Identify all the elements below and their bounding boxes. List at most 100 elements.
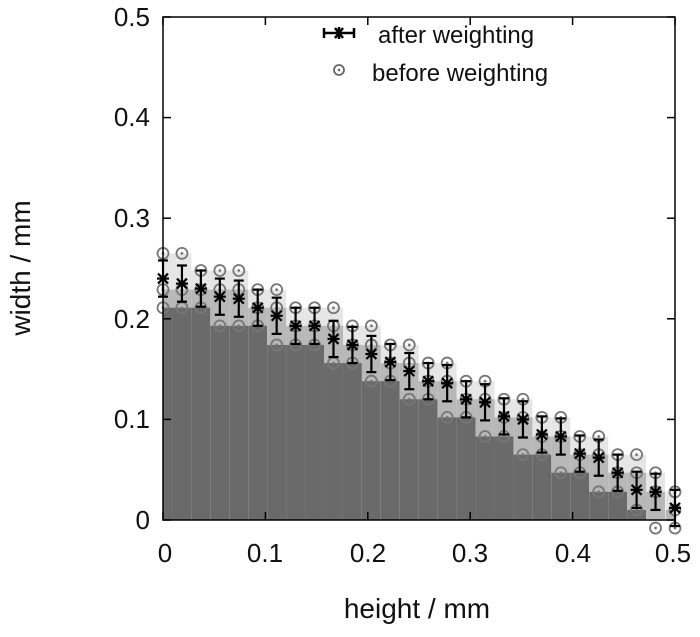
before-weighting-point-center [502, 435, 506, 438]
before-weighting-point [649, 521, 662, 535]
heatmap-cell [589, 491, 609, 520]
axis-ticks [162, 16, 676, 521]
after-weighting-point [365, 334, 378, 374]
before-weighting-point-center [445, 361, 449, 365]
x-tick-label: 0.1 [247, 538, 283, 568]
y-axis-label: width / mm [5, 200, 36, 336]
after-weighting-point [611, 453, 624, 492]
x-tick-label: 0 [158, 538, 172, 568]
y-tick-labels: 0 0.1 0.2 0.3 0.4 0.5 [114, 2, 150, 535]
after-weighting-point [327, 319, 340, 359]
before-weighting-point-center [540, 453, 544, 457]
before-weighting-point [440, 410, 454, 424]
after-weighting-point [251, 288, 264, 327]
y-tick-label: 0.4 [114, 102, 150, 132]
heatmap-cell [229, 325, 249, 520]
before-weighting-point-center [597, 435, 601, 438]
before-weighting-point [232, 264, 246, 277]
before-weighting-point-center [332, 306, 335, 310]
before-weighting-point-center [275, 288, 279, 292]
heatmap-cell [286, 344, 306, 520]
before-weighting-point [270, 338, 284, 352]
after-weighting-point [289, 306, 302, 346]
before-weighting-point [364, 319, 378, 333]
before-weighting-point [270, 283, 284, 297]
heatmap-cell [305, 344, 325, 520]
x-tick-label: 0.2 [350, 538, 386, 568]
before-weighting-point-center [635, 508, 638, 512]
heatmap-cell [380, 381, 400, 520]
y-tick-label: 0.3 [114, 203, 150, 233]
heatmap-cell [210, 325, 230, 520]
before-weighting-point-center [237, 269, 241, 272]
after-weighting-point [213, 277, 226, 316]
heatmap-cell [172, 307, 192, 520]
heatmap-cell [532, 454, 552, 520]
x-tick-label: 0.3 [452, 538, 488, 568]
before-weighting-point-center [218, 324, 222, 328]
y-tick-label: 0.2 [114, 304, 150, 334]
heatmap-cell [248, 325, 268, 520]
heatmap-background [163, 253, 675, 520]
before-weighting-point-center [275, 343, 279, 347]
after-weighting-point [497, 397, 510, 436]
after-weighting-point [554, 417, 567, 456]
after-weighting-point [460, 380, 473, 419]
heatmap-cell [456, 417, 476, 520]
heatmap-cell [163, 307, 173, 520]
before-weighting-point [364, 374, 378, 388]
before-weighting-point-center [237, 324, 241, 328]
legend: after weighting before weighting [322, 22, 548, 87]
before-weighting-point-center [369, 379, 373, 383]
after-weighting-point [175, 264, 188, 303]
before-weighting-point [402, 338, 416, 352]
heatmap-cell [513, 454, 533, 520]
after-weighting-point [270, 296, 283, 335]
legend-after-label: after weighting [378, 22, 534, 49]
before-weighting-point [630, 448, 643, 462]
before-weighting-point-center [218, 269, 222, 272]
plot-frame [162, 16, 676, 521]
heatmap-cell [494, 436, 514, 520]
legend-before-marker [333, 64, 345, 76]
x-axis-label: height / mm [344, 593, 490, 624]
before-weighting-point [554, 466, 568, 480]
y-tick-label: 0.1 [114, 404, 150, 434]
after-weighting-point [441, 363, 454, 403]
heatmap-cell [399, 399, 419, 520]
after-weighting-point [592, 438, 605, 477]
after-weighting-point [422, 361, 435, 401]
x-tick-label: 0.4 [555, 538, 591, 568]
after-weighting-point [516, 400, 529, 439]
heatmap-cell [665, 509, 675, 520]
before-weighting-point-center [654, 526, 657, 530]
before-weighting-point-center [180, 252, 184, 255]
before-weighting-point [327, 301, 340, 315]
heatmap-cell [418, 399, 438, 520]
before-weighting-point-center [483, 435, 487, 438]
before-weighting-point-center [521, 453, 525, 457]
before-weighting-point-center [597, 490, 601, 494]
heatmap-cell [551, 472, 571, 520]
before-weighting-point-center [635, 453, 638, 457]
heatmap-cell [608, 491, 628, 520]
heatmap-cell [475, 436, 495, 520]
y-tick-label: 0.5 [114, 2, 150, 32]
before-weighting-point-center [369, 324, 373, 328]
before-weighting-point [213, 319, 227, 333]
before-weighting-point-center [407, 397, 411, 401]
legend-after-marker [322, 27, 356, 39]
heatmap-cell [570, 472, 590, 520]
before-weighting-point [402, 392, 416, 406]
before-weighting-point-center [673, 526, 677, 530]
after-weighting-point [649, 472, 662, 512]
before-weighting-point [516, 448, 530, 462]
after-weighting-point [384, 342, 397, 382]
before-weighting-point-center [180, 306, 184, 310]
before-weighting-point [175, 247, 189, 260]
heatmap-cell [437, 417, 457, 520]
legend-before-label: before weighting [372, 60, 548, 87]
before-weighting-point-center [407, 343, 411, 347]
heatmap-cell [361, 381, 381, 520]
